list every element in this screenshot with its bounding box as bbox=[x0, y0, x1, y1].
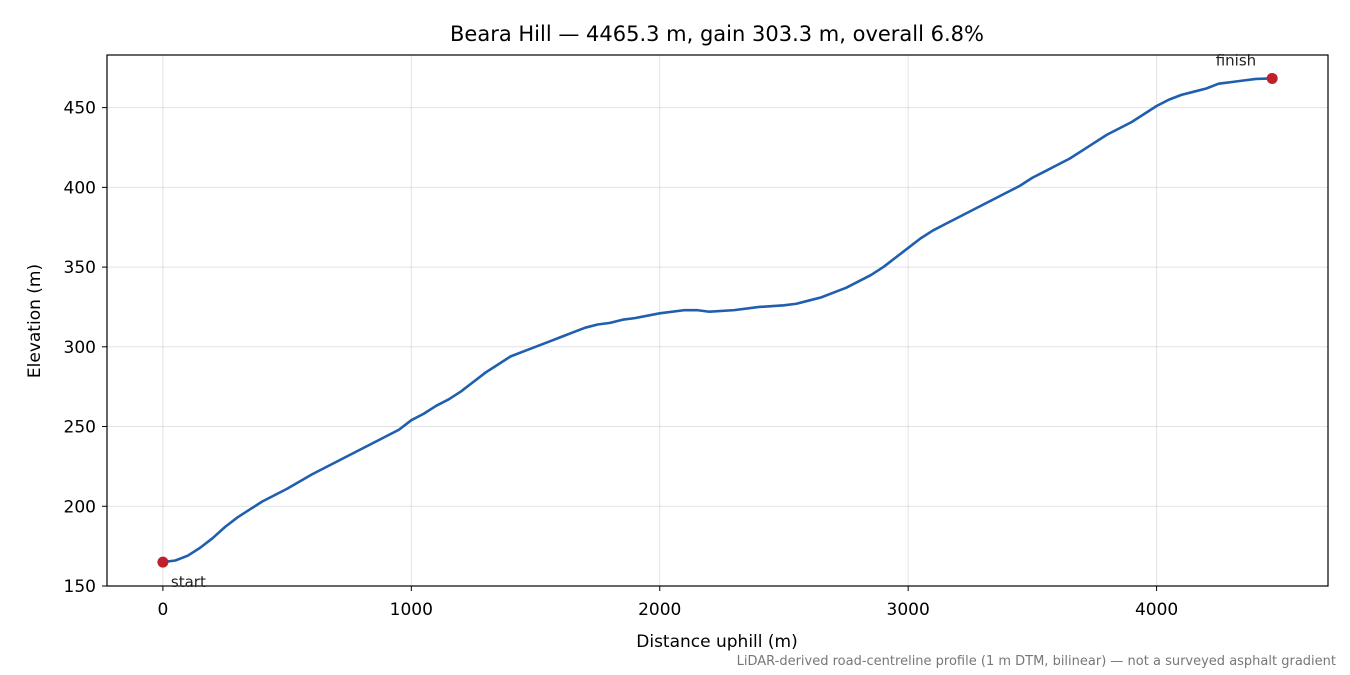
x-tick-label: 1000 bbox=[390, 600, 433, 620]
x-tick-label: 2000 bbox=[638, 600, 681, 620]
y-tick-label: 300 bbox=[64, 338, 96, 358]
elevation-profile-line bbox=[161, 77, 1274, 564]
x-tick-label: 0 bbox=[157, 600, 168, 620]
y-tick-label: 350 bbox=[64, 258, 96, 278]
x-axis-label: Distance uphill (m) bbox=[636, 632, 797, 652]
x-tick-label: 3000 bbox=[887, 600, 930, 620]
endpoint-markers bbox=[157, 72, 1278, 568]
start-marker bbox=[157, 556, 169, 568]
y-tick-label: 250 bbox=[64, 418, 96, 438]
finish-marker bbox=[1266, 72, 1278, 84]
finish-label: finish bbox=[1216, 51, 1256, 69]
y-tick-label: 150 bbox=[64, 577, 96, 597]
y-tick-label: 200 bbox=[64, 497, 96, 517]
y-axis-label: Elevation (m) bbox=[25, 264, 45, 378]
y-tick-label: 450 bbox=[64, 99, 96, 119]
axis-ticks: 0 1000 2000 3000 4000 150 200 250 300 350 400 450 bbox=[64, 99, 1179, 620]
chart-title: Beara Hill — 4465.3 m, gain 303.3 m, ove… bbox=[450, 22, 984, 46]
y-tick-label: 400 bbox=[64, 178, 96, 198]
x-tick-label: 4000 bbox=[1135, 600, 1178, 620]
grid-lines bbox=[107, 55, 1328, 587]
footnote: LiDAR-derived road-centreline profile (1… bbox=[737, 654, 1336, 669]
start-label: start bbox=[171, 573, 206, 591]
plot-frame bbox=[106, 54, 1329, 587]
